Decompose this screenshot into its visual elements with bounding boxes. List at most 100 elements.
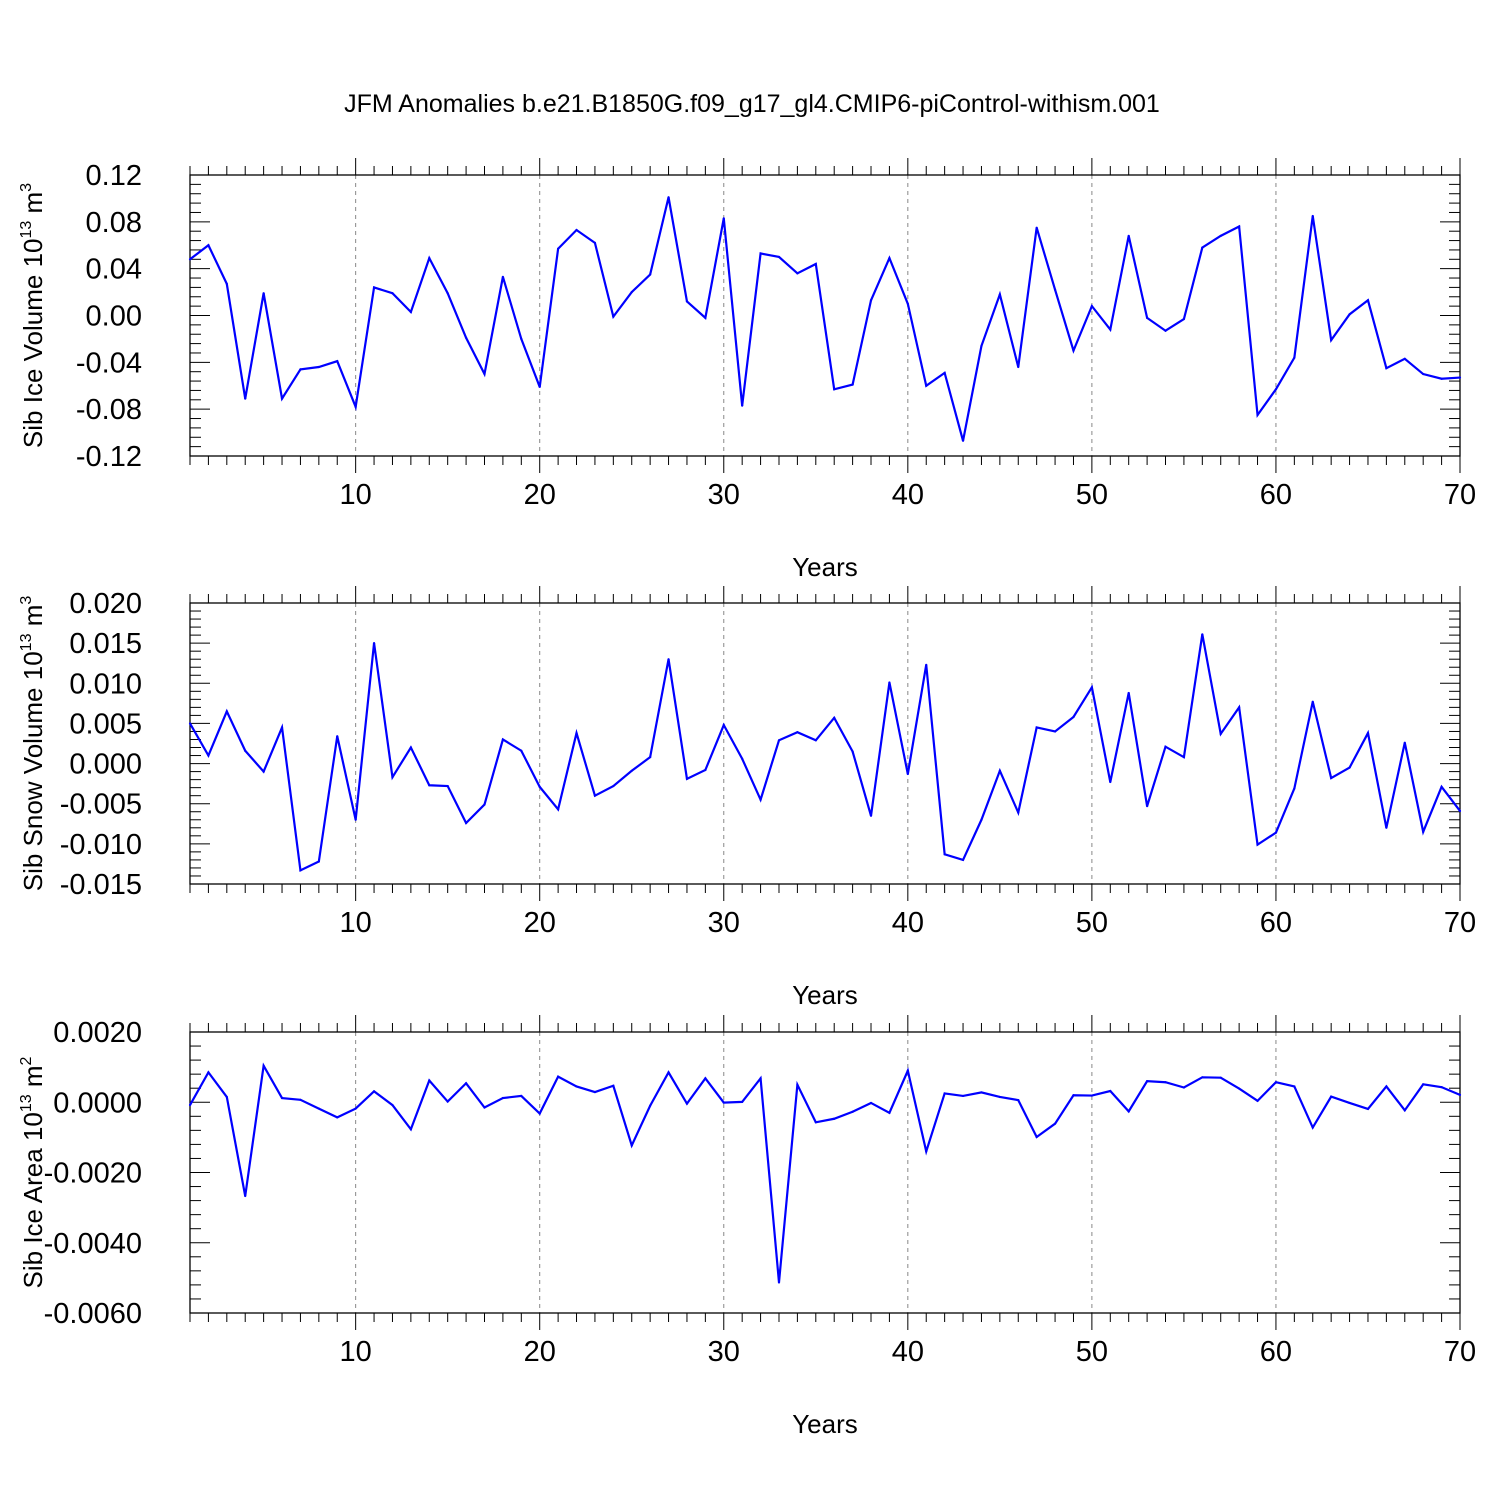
data-point <box>777 255 781 259</box>
data-point <box>943 853 946 856</box>
data-point <box>354 818 357 821</box>
x-tick-label: 50 <box>1076 1336 1108 1368</box>
x-tick-label: 20 <box>524 479 556 511</box>
data-point <box>299 368 302 371</box>
y-tick-label: -0.0060 <box>44 1298 142 1330</box>
data-point <box>1274 1081 1278 1084</box>
data-point <box>501 275 504 278</box>
y-tick-label: 0.000 <box>69 749 142 781</box>
data-point <box>1219 234 1222 237</box>
data-point <box>1256 1099 1259 1102</box>
data-point <box>483 803 486 806</box>
data-point <box>1366 731 1370 735</box>
data-point <box>869 814 873 817</box>
data-point <box>1053 1122 1057 1125</box>
data-point <box>391 292 394 295</box>
data-point <box>612 1084 615 1087</box>
data-point <box>998 769 1001 772</box>
data-point <box>483 372 486 376</box>
y-tick-label: -0.04 <box>76 347 142 379</box>
x-tick-label: 30 <box>708 1336 740 1368</box>
data-point <box>814 262 817 266</box>
data-point <box>188 722 192 725</box>
data-point <box>317 1107 320 1110</box>
data-point <box>1127 234 1130 237</box>
data-point <box>649 756 652 759</box>
y-tick-label: -0.015 <box>60 869 142 901</box>
data-point <box>280 1096 284 1100</box>
data-point <box>630 290 633 294</box>
data-point <box>299 1098 302 1101</box>
y-tick-label: -0.12 <box>76 441 142 473</box>
data-point <box>557 1075 560 1078</box>
data-point <box>520 337 523 341</box>
data-point <box>888 1111 891 1114</box>
x-tick-label: 70 <box>1444 1336 1476 1368</box>
data-point <box>1017 1099 1020 1102</box>
data-point <box>943 1092 946 1095</box>
data-point <box>557 247 560 250</box>
y-tick-label: -0.010 <box>60 829 142 861</box>
x-axis-title: Years <box>792 552 858 582</box>
data-point <box>777 1281 781 1284</box>
x-axis-title: Years <box>792 1409 858 1439</box>
data-point <box>446 292 449 295</box>
data-point <box>925 663 928 666</box>
data-point <box>1072 349 1075 352</box>
y-tick-label: 0.0020 <box>53 1017 142 1049</box>
data-point <box>262 770 265 773</box>
data-point <box>833 1117 836 1120</box>
data-point <box>428 784 431 787</box>
plot-frame <box>189 602 1461 885</box>
data-point <box>1330 776 1333 780</box>
y-tick-label: 0.12 <box>86 160 142 192</box>
y-tick-label: -0.005 <box>60 789 142 821</box>
data-point <box>1385 1085 1388 1088</box>
data-points <box>188 633 1462 872</box>
x-tick-label: 40 <box>892 1336 924 1368</box>
data-point <box>538 785 541 788</box>
data-point <box>649 273 652 276</box>
data-point <box>1164 745 1167 748</box>
data-point <box>1330 1095 1333 1098</box>
data-point <box>1035 1135 1038 1139</box>
data-point <box>814 739 817 742</box>
x-tick-label: 40 <box>892 479 924 511</box>
data-point <box>814 1121 817 1124</box>
data-point <box>1311 700 1314 703</box>
data-point <box>1017 811 1020 814</box>
data-point <box>1219 732 1222 735</box>
data-point <box>354 405 357 408</box>
data-point <box>851 750 854 753</box>
data-point <box>906 302 909 305</box>
data-point <box>225 282 228 285</box>
data-point <box>704 768 707 772</box>
x-tick-label: 70 <box>1444 907 1476 939</box>
x-tick-label: 10 <box>340 479 372 511</box>
chart-panel-3: -0.0060 -0.0040 -0.0020 0.0000 0.0020 10 20 30 4… <box>18 1015 1476 1439</box>
data-point <box>1385 367 1388 370</box>
data-point <box>906 772 909 776</box>
data-point <box>372 1090 376 1093</box>
data-point <box>1072 715 1075 719</box>
data-point <box>280 397 284 400</box>
data-point <box>354 1107 357 1110</box>
data-point <box>1201 633 1204 636</box>
data-point <box>464 1082 468 1085</box>
data-point <box>262 292 265 295</box>
data-point <box>1035 726 1038 729</box>
x-tick-label: 60 <box>1260 907 1292 939</box>
y-tick-label: -0.08 <box>76 394 142 426</box>
data-point <box>207 1071 210 1074</box>
data-point <box>1403 741 1406 744</box>
data-point <box>833 388 836 391</box>
data-point <box>520 749 523 752</box>
data-point <box>685 777 689 780</box>
data-point <box>262 1064 265 1067</box>
data-point <box>612 784 615 788</box>
data-point <box>667 1071 670 1074</box>
data-point <box>759 798 762 801</box>
data-point <box>980 344 983 348</box>
data-point <box>1090 305 1093 308</box>
